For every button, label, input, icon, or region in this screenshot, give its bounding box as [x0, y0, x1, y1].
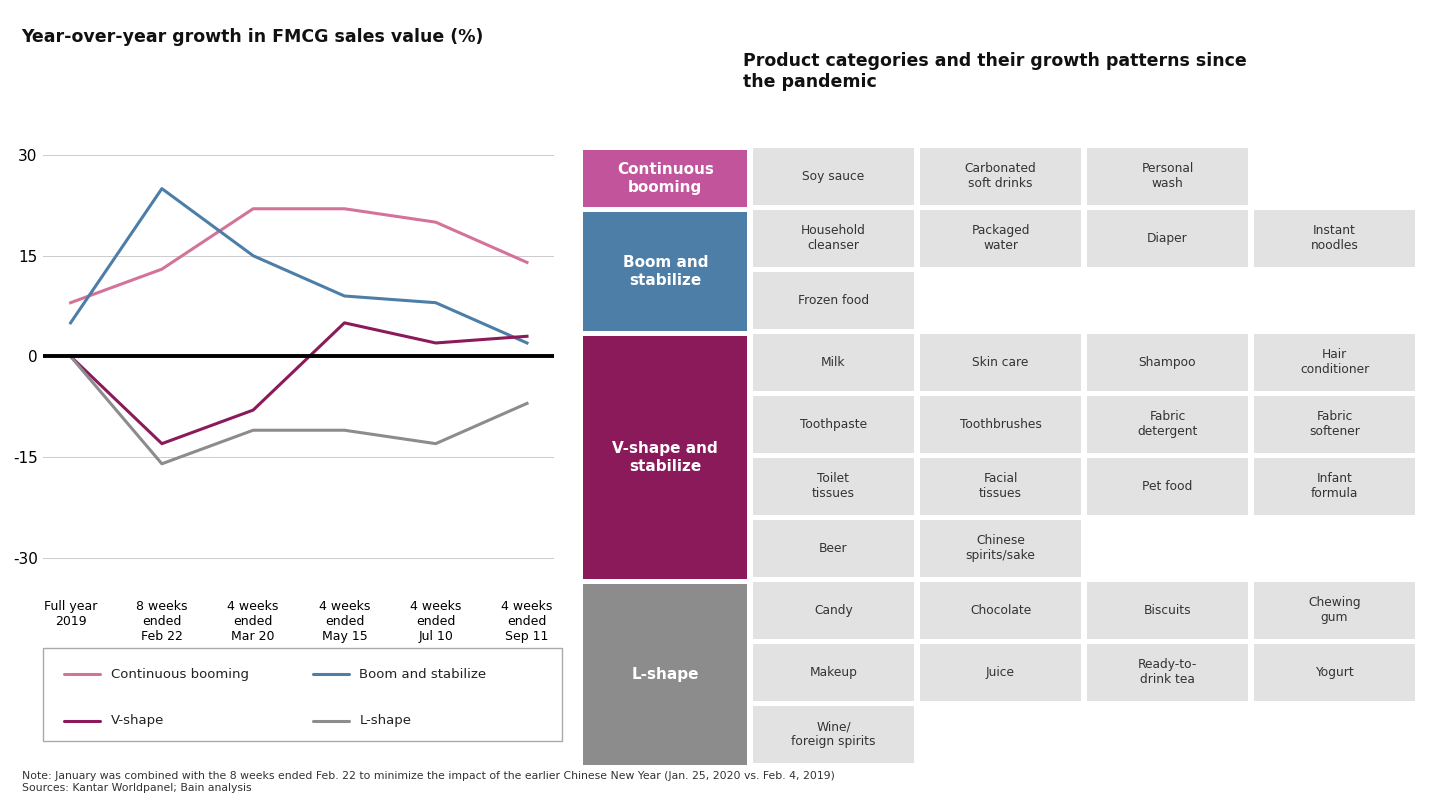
- Text: Wine/
foreign spirits: Wine/ foreign spirits: [791, 720, 876, 748]
- FancyBboxPatch shape: [753, 582, 914, 639]
- Text: Personal
wash: Personal wash: [1142, 162, 1194, 190]
- Text: Ready-to-
drink tea: Ready-to- drink tea: [1138, 659, 1197, 686]
- Text: Milk: Milk: [821, 356, 845, 369]
- Text: Frozen food: Frozen food: [798, 294, 870, 307]
- Text: Continuous booming: Continuous booming: [111, 667, 249, 680]
- Text: Continuous
booming: Continuous booming: [616, 162, 714, 194]
- Text: Year-over-year growth in FMCG sales value (%): Year-over-year growth in FMCG sales valu…: [22, 28, 484, 46]
- Text: Soy sauce: Soy sauce: [802, 170, 864, 183]
- Text: Candy: Candy: [814, 604, 852, 617]
- Text: Biscuits: Biscuits: [1143, 604, 1191, 617]
- FancyBboxPatch shape: [753, 395, 914, 454]
- Text: Boom and
stabilize: Boom and stabilize: [622, 255, 708, 288]
- FancyBboxPatch shape: [920, 147, 1081, 205]
- Text: Diaper: Diaper: [1148, 232, 1188, 245]
- FancyBboxPatch shape: [753, 147, 914, 205]
- FancyBboxPatch shape: [753, 519, 914, 578]
- FancyBboxPatch shape: [1087, 582, 1248, 639]
- FancyBboxPatch shape: [1254, 334, 1416, 391]
- FancyBboxPatch shape: [1254, 395, 1416, 454]
- Text: V-shape and
stabilize: V-shape and stabilize: [612, 441, 719, 474]
- FancyBboxPatch shape: [583, 211, 747, 331]
- Text: Carbonated
soft drinks: Carbonated soft drinks: [965, 162, 1037, 190]
- Text: Fabric
detergent: Fabric detergent: [1138, 411, 1198, 438]
- Text: Toothpaste: Toothpaste: [801, 418, 867, 431]
- FancyBboxPatch shape: [920, 582, 1081, 639]
- FancyBboxPatch shape: [1087, 458, 1248, 515]
- FancyBboxPatch shape: [753, 271, 914, 329]
- Text: Beer: Beer: [819, 542, 848, 555]
- FancyBboxPatch shape: [1087, 210, 1248, 267]
- Text: Fabric
softener: Fabric softener: [1309, 411, 1359, 438]
- Text: Chocolate: Chocolate: [971, 604, 1031, 617]
- Text: Shampoo: Shampoo: [1139, 356, 1197, 369]
- FancyBboxPatch shape: [1087, 644, 1248, 701]
- FancyBboxPatch shape: [1254, 210, 1416, 267]
- FancyBboxPatch shape: [753, 210, 914, 267]
- Text: Toothbrushes: Toothbrushes: [959, 418, 1041, 431]
- Text: Boom and stabilize: Boom and stabilize: [360, 667, 487, 680]
- FancyBboxPatch shape: [583, 584, 747, 765]
- FancyBboxPatch shape: [583, 150, 747, 207]
- Text: Product categories and their growth patterns since
the pandemic: Product categories and their growth patt…: [743, 52, 1247, 91]
- FancyBboxPatch shape: [753, 644, 914, 701]
- FancyBboxPatch shape: [1087, 147, 1248, 205]
- FancyBboxPatch shape: [1087, 395, 1248, 454]
- FancyBboxPatch shape: [920, 334, 1081, 391]
- Text: Juice: Juice: [986, 666, 1015, 679]
- FancyBboxPatch shape: [753, 334, 914, 391]
- Text: Yogurt: Yogurt: [1315, 666, 1354, 679]
- FancyBboxPatch shape: [1087, 334, 1248, 391]
- FancyBboxPatch shape: [920, 210, 1081, 267]
- FancyBboxPatch shape: [753, 706, 914, 763]
- Text: Pet food: Pet food: [1142, 480, 1192, 493]
- Text: Skin care: Skin care: [972, 356, 1028, 369]
- FancyBboxPatch shape: [920, 519, 1081, 578]
- FancyBboxPatch shape: [1254, 644, 1416, 701]
- FancyBboxPatch shape: [920, 644, 1081, 701]
- Text: Infant
formula: Infant formula: [1310, 472, 1358, 501]
- Text: Hair
conditioner: Hair conditioner: [1300, 348, 1369, 377]
- FancyBboxPatch shape: [583, 335, 747, 579]
- FancyBboxPatch shape: [920, 458, 1081, 515]
- Text: Facial
tissues: Facial tissues: [979, 472, 1022, 501]
- Text: Chewing
gum: Chewing gum: [1308, 596, 1361, 625]
- Text: Instant
noodles: Instant noodles: [1310, 224, 1358, 253]
- FancyBboxPatch shape: [1254, 582, 1416, 639]
- Text: V-shape: V-shape: [111, 714, 164, 727]
- FancyBboxPatch shape: [753, 458, 914, 515]
- Text: Toilet
tissues: Toilet tissues: [812, 472, 855, 501]
- Text: L-shape: L-shape: [360, 714, 412, 727]
- Text: L-shape: L-shape: [632, 667, 698, 682]
- Text: Household
cleanser: Household cleanser: [801, 224, 865, 253]
- FancyBboxPatch shape: [1254, 458, 1416, 515]
- Text: Note: January was combined with the 8 weeks ended Feb. 22 to minimize the impact: Note: January was combined with the 8 we…: [22, 771, 834, 793]
- Text: Makeup: Makeup: [809, 666, 857, 679]
- FancyBboxPatch shape: [920, 395, 1081, 454]
- Text: Chinese
spirits/sake: Chinese spirits/sake: [966, 535, 1035, 562]
- Text: Packaged
water: Packaged water: [971, 224, 1030, 253]
